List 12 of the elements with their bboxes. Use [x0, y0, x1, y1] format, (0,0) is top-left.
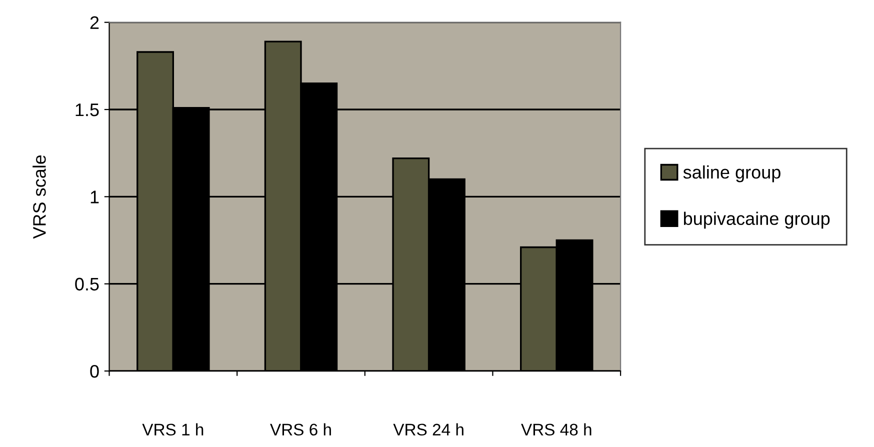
x-tick-label: VRS 6 h [270, 423, 331, 436]
x-tick-label: VRS 24 h [393, 423, 464, 436]
y-tick-label: 0 [90, 364, 99, 378]
y-axis-title: VRS scale [32, 155, 46, 239]
y-tick-label: 0.5 [75, 278, 99, 291]
x-tick-label: VRS 1 h [142, 423, 204, 436]
legend-label: saline group [683, 165, 780, 182]
y-tick-label: 2 [90, 16, 99, 29]
y-tick-label: 1.5 [76, 104, 99, 116]
legend-label: bupivacaine group [684, 212, 830, 229]
x-tick-label: VRS 48 h [521, 423, 592, 436]
y-tick-label: 1 [90, 190, 99, 204]
